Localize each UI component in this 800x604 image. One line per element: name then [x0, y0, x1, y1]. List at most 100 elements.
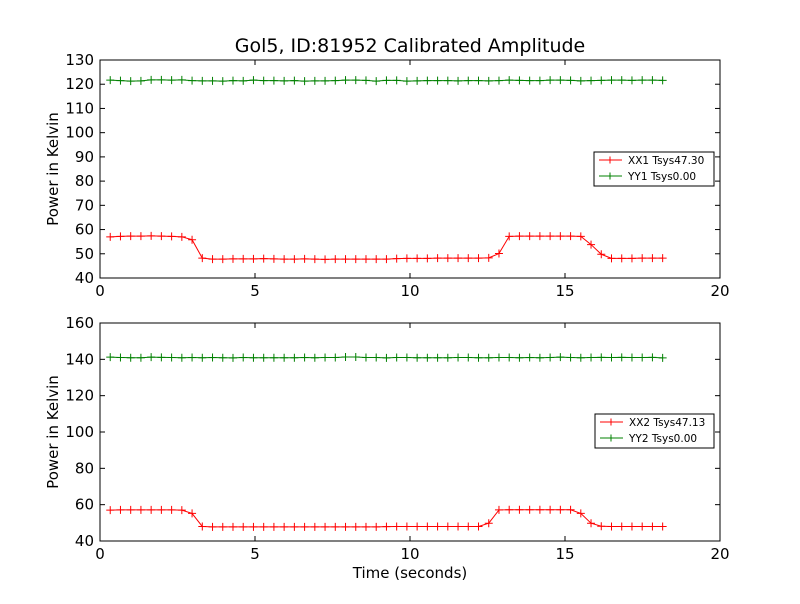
bottom-data-point-yy: [607, 353, 616, 362]
bottom-data-point-yy: [525, 353, 534, 362]
top-data-point-yy: [198, 76, 207, 85]
bottom-plot-panel: 0 5 10 15 20 40 60 80 100 120 140 160 Power in Kelvi…: [44, 314, 730, 582]
bottom-y-tick-label: 80: [75, 459, 94, 477]
top-data-point-yy: [494, 76, 503, 85]
bottom-data-point-xx: [627, 522, 636, 531]
top-legend-box: [593, 151, 715, 187]
top-data-point-yy: [157, 75, 166, 84]
top-data-point-yy: [167, 76, 176, 85]
top-data-point-yy: [290, 76, 299, 85]
top-data-point-yy: [116, 76, 125, 85]
bottom-data-point-xx: [167, 505, 176, 514]
bottom-data-point-yy: [321, 353, 330, 362]
bottom-data-point-yy: [576, 353, 585, 362]
top-data-point-yy: [607, 76, 616, 85]
top-data-point-xx: [413, 254, 422, 263]
bottom-data-point-yy: [126, 353, 135, 362]
top-data-point-xx: [597, 250, 606, 259]
bottom-data-point-xx: [249, 522, 258, 531]
bottom-y-axis-label: Power in Kelvin: [44, 375, 62, 489]
bottom-data-point-xx: [208, 522, 217, 531]
top-data-point-xx: [402, 254, 411, 263]
bottom-y-tick-label: 160: [65, 314, 94, 332]
bottom-data-point-xx: [147, 505, 156, 514]
bottom-data-point-yy: [413, 353, 422, 362]
bottom-data-point-xx: [290, 522, 299, 531]
top-data-point-xx: [423, 254, 432, 263]
bottom-data-point-xx: [433, 522, 442, 531]
bottom-data-point-xx: [546, 505, 555, 514]
top-data-point-xx: [321, 255, 330, 264]
bottom-data-point-xx: [239, 522, 248, 531]
bottom-data-point-xx: [361, 522, 370, 531]
bottom-data-point-yy: [198, 353, 207, 362]
bottom-data-point-xx: [269, 522, 278, 531]
bottom-data-point-xx: [658, 522, 667, 531]
bottom-data-point-xx: [515, 505, 524, 514]
bottom-data-point-xx: [372, 522, 381, 531]
bottom-x-tick-label: 20: [710, 545, 729, 563]
bottom-data-point-yy: [290, 353, 299, 362]
top-data-point-yy: [505, 76, 514, 85]
top-data-point-xx: [648, 254, 657, 263]
bottom-data-point-yy: [464, 353, 473, 362]
bottom-data-point-xx: [392, 522, 401, 531]
top-data-point-xx: [546, 232, 555, 241]
top-y-tick-label: 120: [65, 75, 94, 93]
bottom-data-point-yy: [638, 353, 647, 362]
top-data-point-xx: [587, 240, 596, 249]
top-y-tick-label: 60: [75, 221, 94, 239]
top-data-point-xx: [208, 255, 217, 264]
top-data-point-yy: [454, 76, 463, 85]
bottom-data-point-yy: [167, 353, 176, 362]
top-data-point-yy: [587, 76, 596, 85]
top-data-point-yy: [188, 76, 197, 85]
top-y-tick-label: 50: [75, 245, 94, 263]
top-data-point-xx: [576, 232, 585, 241]
bottom-y-tick-label: 100: [65, 423, 94, 441]
bottom-data-point-yy: [433, 353, 442, 362]
top-data-point-yy: [259, 76, 268, 85]
bottom-data-point-yy: [249, 353, 258, 362]
bottom-data-point-xx: [310, 522, 319, 531]
top-data-point-xx: [259, 254, 268, 263]
bottom-data-point-xx: [525, 505, 534, 514]
top-legend-label: XX1 Tsys47.30: [628, 155, 704, 167]
bottom-data-point-yy: [310, 353, 319, 362]
bottom-data-point-xx: [413, 522, 422, 531]
top-data-point-yy: [525, 76, 534, 85]
bottom-data-point-yy: [208, 353, 217, 362]
top-data-point-xx: [157, 232, 166, 241]
top-data-point-xx: [280, 255, 289, 264]
top-data-point-xx: [136, 232, 145, 241]
bottom-data-point-xx: [474, 522, 483, 531]
top-data-point-xx: [525, 232, 534, 241]
bottom-data-point-xx: [607, 522, 616, 531]
top-data-point-yy: [515, 76, 524, 85]
top-data-point-yy: [617, 76, 626, 85]
top-x-tick-label: 20: [710, 282, 729, 300]
bottom-data-point-xx: [341, 522, 350, 531]
bottom-data-point-xx: [116, 505, 125, 514]
bottom-data-point-yy: [147, 353, 156, 362]
bottom-data-point-yy: [351, 352, 360, 361]
top-data-point-xx: [443, 254, 452, 263]
bottom-data-point-yy: [535, 353, 544, 362]
top-data-point-yy: [269, 76, 278, 85]
bottom-data-point-xx: [259, 522, 268, 531]
bottom-data-point-yy: [136, 353, 145, 362]
bottom-data-point-xx: [443, 522, 452, 531]
top-data-point-yy: [423, 76, 432, 85]
chart-title: Gol5, ID:81952 Calibrated Amplitude: [235, 35, 586, 57]
bottom-data-point-xx: [228, 522, 237, 531]
bottom-data-point-yy: [648, 353, 657, 362]
bottom-y-tick-label: 60: [75, 496, 94, 514]
top-data-point-xx: [617, 254, 626, 263]
top-data-point-xx: [239, 254, 248, 263]
bottom-data-point-yy: [372, 353, 381, 362]
bottom-data-point-xx: [177, 506, 186, 515]
bottom-data-point-xx: [638, 522, 647, 531]
bottom-data-point-yy: [392, 353, 401, 362]
top-data-point-yy: [392, 76, 401, 85]
